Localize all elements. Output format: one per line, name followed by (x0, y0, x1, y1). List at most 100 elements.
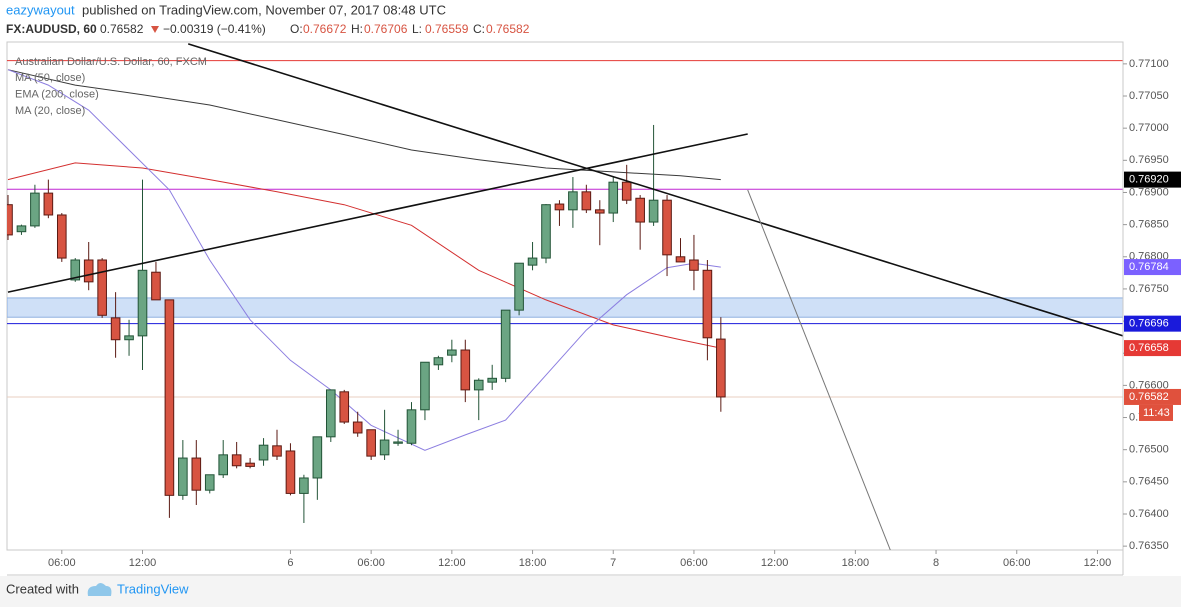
x-tick-label: 06:00 (1003, 557, 1031, 569)
down-arrow (151, 26, 159, 33)
y-tick-label: 0.76850 (1129, 219, 1169, 231)
published: published on TradingView.com, November 0… (82, 2, 446, 17)
candle-body (299, 477, 309, 494)
candle-body (662, 199, 672, 256)
x-tick-label: 12:00 (438, 557, 466, 569)
ohlc-key: O: (290, 22, 303, 36)
change: −0.00319 (−0.41%) (163, 22, 266, 36)
candle-body (621, 181, 632, 201)
ohlc-value: 0.76672 (303, 22, 347, 36)
candle-body (689, 259, 699, 271)
candle-body (393, 441, 403, 444)
candle-body (30, 192, 40, 227)
candle-body (164, 299, 175, 496)
indicator-line (7, 162, 721, 349)
candle-body (702, 269, 713, 339)
candle-body (137, 269, 148, 337)
candle-body (527, 257, 538, 266)
candle-body (204, 474, 215, 491)
y-tick-label: 0.76750 (1129, 283, 1169, 295)
candle-body (406, 409, 417, 444)
created-with: Created with (6, 581, 79, 596)
x-tick-label: 06:00 (48, 557, 76, 569)
y-tick-label: 0.77000 (1129, 122, 1169, 134)
candle-body (285, 450, 296, 494)
candle-body (648, 199, 659, 223)
candle-body (473, 379, 484, 391)
countdown: 11:43 (1143, 407, 1170, 419)
candle-body (420, 361, 430, 411)
trend-line (7, 133, 748, 293)
footer-bg (0, 576, 1181, 607)
ohlc-key: H: (351, 22, 363, 36)
candle-body (352, 421, 363, 434)
price-badge (1124, 388, 1181, 405)
candle-body (7, 204, 13, 236)
candle-body (312, 436, 323, 479)
x-tick-label: 8 (933, 557, 939, 569)
indicator-line (7, 69, 721, 451)
legend-entry: MA (20, close) (15, 105, 85, 117)
ohlc-key: C: (473, 22, 485, 36)
candle-body (272, 445, 282, 457)
x-tick-label: 18:00 (519, 557, 547, 569)
candle-body (541, 204, 551, 259)
candle-body (433, 357, 444, 366)
candle-body (83, 259, 94, 283)
candle-body (97, 259, 107, 316)
price-badge-label: 0.76920 (1129, 174, 1169, 186)
x-tick-label: 12:00 (1084, 557, 1112, 569)
x-tick-label: 18:00 (842, 557, 870, 569)
candle-body (245, 462, 255, 467)
candle-body (218, 454, 229, 476)
logo (87, 583, 112, 596)
candle-body (191, 457, 202, 491)
x-tick-label: 06:00 (680, 557, 708, 569)
candle-body (487, 377, 498, 383)
plot (7, 43, 1123, 550)
candle-body (339, 391, 350, 423)
ohlc-value: 0.76706 (364, 22, 408, 36)
y-tick-label: 0.76900 (1129, 186, 1169, 198)
price-badge (1124, 171, 1181, 188)
price-badge (1124, 315, 1181, 332)
candle-body (325, 389, 336, 438)
candle-body (366, 429, 376, 457)
countdown-badge (1139, 404, 1173, 421)
x-tick-label: 7 (610, 557, 616, 569)
author[interactable]: eazywayout (6, 2, 75, 17)
candle-body (447, 349, 457, 356)
symbol: FX:AUDUSD, 60 (6, 22, 97, 36)
y-tick-label: 0.76600 (1129, 379, 1169, 391)
indicator-line (7, 69, 721, 181)
candle-body (581, 191, 592, 211)
candle-body (231, 454, 242, 467)
brand[interactable]: TradingView (117, 581, 189, 596)
candle-body (110, 317, 121, 341)
chart-title: Australian Dollar/U.S. Dollar, 60, FXCM (15, 56, 207, 68)
candle-body (258, 444, 269, 461)
legend-entry: MA (50, close) (15, 72, 85, 84)
ohlc-group: O: 0.76672 H: 0.76706 L: 0.76559 C: 0.76582 (290, 22, 530, 36)
candle-body (56, 214, 67, 259)
y-tick-label: 0.76400 (1129, 508, 1169, 520)
price-badge-label: 0.76696 (1129, 318, 1169, 330)
x-tick-label: 12:00 (129, 557, 157, 569)
y-tick-label: 0.77100 (1129, 58, 1169, 70)
price-badge (1124, 340, 1181, 357)
x-tick-label: 12:00 (761, 557, 789, 569)
candle-body (151, 271, 161, 301)
candle-body (594, 209, 605, 214)
legend-entry: EMA (200, close) (15, 88, 99, 100)
candle-body (568, 191, 578, 211)
candle-body (70, 259, 81, 281)
zone (7, 297, 1123, 318)
candle-body (43, 192, 54, 216)
x-tick-label: 6 (287, 557, 293, 569)
price-badge-label: 0.76582 (1129, 391, 1169, 403)
candle-body (716, 338, 726, 398)
ohlc-key: L: (412, 22, 422, 36)
candle-body (635, 197, 645, 223)
candle-body (514, 262, 524, 311)
